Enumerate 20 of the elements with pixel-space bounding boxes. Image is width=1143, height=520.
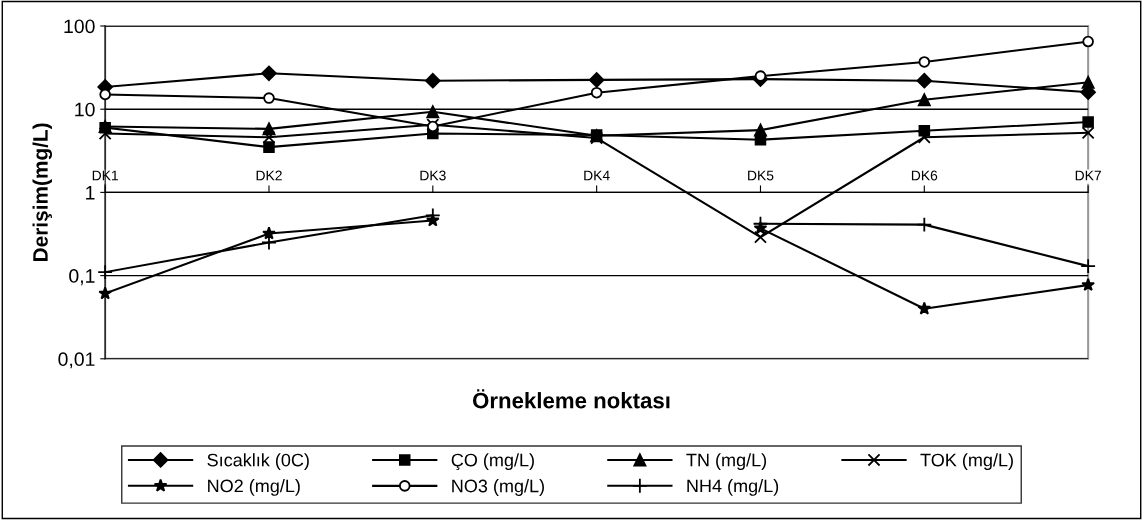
x-tick-label: DK7 <box>1075 170 1101 181</box>
x-tick-label: DK5 <box>748 170 774 181</box>
x-tick-label: DK4 <box>584 170 610 181</box>
legend-label: NO3 (mg/L) <box>452 479 544 496</box>
y-axis-title: Derişim(mg/L) <box>32 123 53 262</box>
y-tick-label: 10 <box>75 102 95 117</box>
x-axis-title: Örnekleme noktası <box>472 389 670 409</box>
legend-label: TOK (mg/L) <box>920 453 1013 471</box>
x-tick-label: DK2 <box>256 170 282 181</box>
legend-label: ÇO (mg/L) <box>451 453 534 471</box>
legend-label: Sıcaklık (0C) <box>207 453 309 470</box>
legend-label: TN (mg/L) <box>686 453 767 471</box>
x-tick-label: DK3 <box>420 170 446 181</box>
legend-label: NH4 (mg/L) <box>687 479 779 496</box>
y-tick-label: 100 <box>64 19 95 34</box>
y-tick-label: 0,01 <box>58 352 95 369</box>
x-tick-label: DK6 <box>911 170 938 181</box>
legend-label: NO2 (mg/L) <box>208 479 300 496</box>
y-tick-label: 1 <box>86 186 95 200</box>
y-tick-label: 0,1 <box>69 269 95 286</box>
